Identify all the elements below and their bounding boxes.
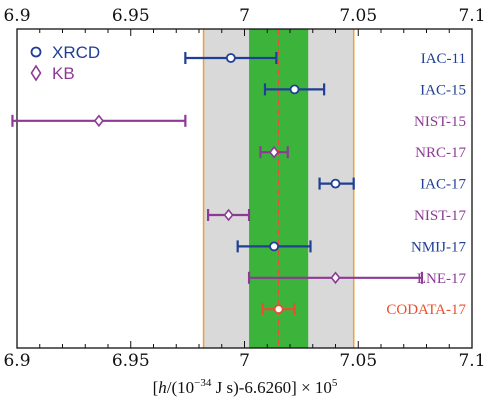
data-point-iac-17 bbox=[318, 177, 355, 190]
legend-kb-label: KB bbox=[52, 64, 75, 83]
tick-label-top: 7.05 bbox=[339, 6, 377, 26]
data-point-codata-17 bbox=[261, 303, 296, 316]
tick-label-top: 6.95 bbox=[112, 6, 150, 26]
data-point-nrc-17 bbox=[259, 145, 289, 159]
data-points bbox=[11, 52, 424, 316]
x-axis-label: [h/(10−34 J s)-6.6260] × 105 bbox=[153, 377, 338, 397]
diamond-marker bbox=[93, 114, 104, 128]
legend-kb-marker bbox=[30, 64, 42, 82]
circle-marker bbox=[330, 178, 341, 189]
tick-label-bottom: 7.1 bbox=[458, 351, 485, 371]
row-label-nmij-17: NMIJ-17 bbox=[411, 239, 466, 255]
top-tick-labels: 6.9 6.95 7 7.05 7.1 bbox=[3, 6, 485, 26]
diamond-marker bbox=[223, 208, 234, 222]
circle-marker bbox=[289, 84, 300, 95]
tick-label-bottom: 7 bbox=[239, 351, 250, 371]
data-point-nmij-17 bbox=[236, 240, 312, 253]
row-label-iac-15: IAC-15 bbox=[420, 82, 466, 98]
data-point-nist-15 bbox=[11, 114, 187, 128]
data-point-iac-11 bbox=[184, 52, 278, 64]
circle-marker bbox=[269, 241, 279, 252]
data-point-iac-15 bbox=[263, 83, 326, 96]
tick-marks bbox=[16, 29, 473, 348]
tick-label-bottom: 7.05 bbox=[339, 351, 377, 371]
row-label-nrc-17: NRC-17 bbox=[415, 145, 466, 161]
bottom-tick-labels: 6.9 6.95 7 7.05 7.1 bbox=[3, 351, 485, 371]
row-label-iac-17: IAC-17 bbox=[420, 177, 466, 193]
diamond-marker bbox=[269, 145, 280, 159]
tick-label-bottom: 6.9 bbox=[3, 351, 30, 371]
row-label-lne-17: LNE-17 bbox=[417, 271, 467, 287]
circle-marker bbox=[225, 53, 236, 63]
circle-marker bbox=[273, 304, 284, 315]
row-labels: IAC-11 IAC-15 NIST-15 NRC-17 IAC-17 NIST-17 NM… bbox=[386, 51, 466, 318]
legend: XRCD KB bbox=[30, 43, 100, 83]
diamond-marker bbox=[330, 271, 341, 285]
row-label-nist-15: NIST-15 bbox=[414, 114, 466, 130]
legend-xrcd-marker bbox=[30, 46, 42, 58]
row-label-iac-11: IAC-11 bbox=[421, 51, 466, 67]
data-point-nist-17 bbox=[207, 208, 251, 222]
tick-label-top: 7 bbox=[239, 6, 250, 26]
row-label-codata-17: CODATA-17 bbox=[386, 302, 466, 318]
tick-label-top: 7.1 bbox=[458, 6, 485, 26]
legend-xrcd-label: XRCD bbox=[52, 43, 100, 62]
row-label-nist-17: NIST-17 bbox=[414, 208, 466, 224]
tick-label-bottom: 6.95 bbox=[112, 351, 150, 371]
data-point-lne-17 bbox=[247, 271, 424, 285]
tick-label-top: 6.9 bbox=[3, 6, 30, 26]
